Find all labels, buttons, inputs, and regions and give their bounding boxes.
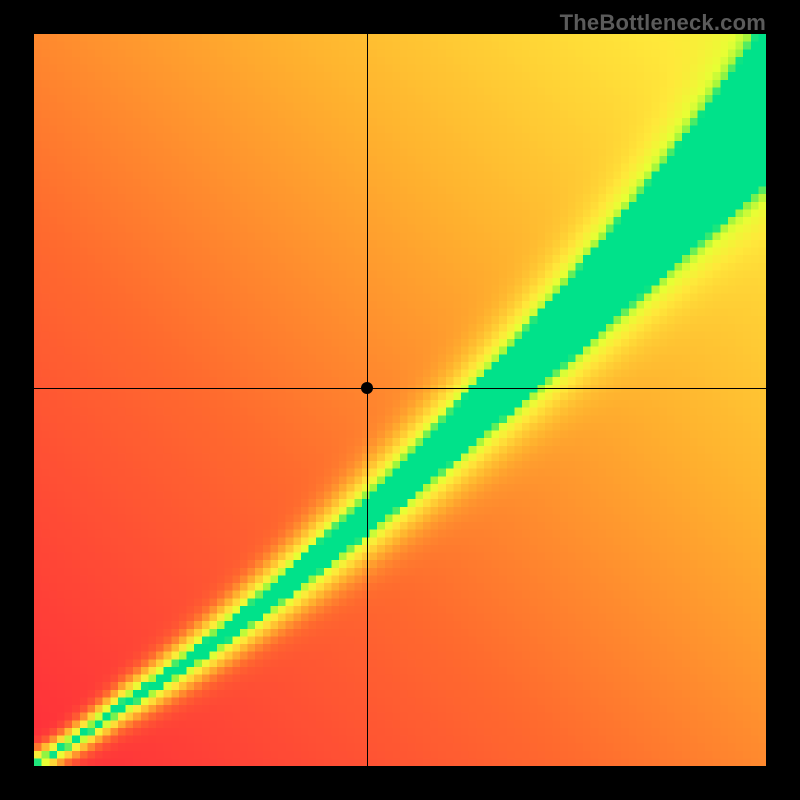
heatmap-plot-area [34, 34, 766, 766]
crosshair-marker [361, 382, 373, 394]
crosshair-horizontal [34, 388, 766, 389]
watermark-text: TheBottleneck.com [560, 10, 766, 36]
crosshair-vertical [367, 34, 368, 766]
heatmap-canvas [34, 34, 766, 766]
chart-container: TheBottleneck.com [0, 0, 800, 800]
